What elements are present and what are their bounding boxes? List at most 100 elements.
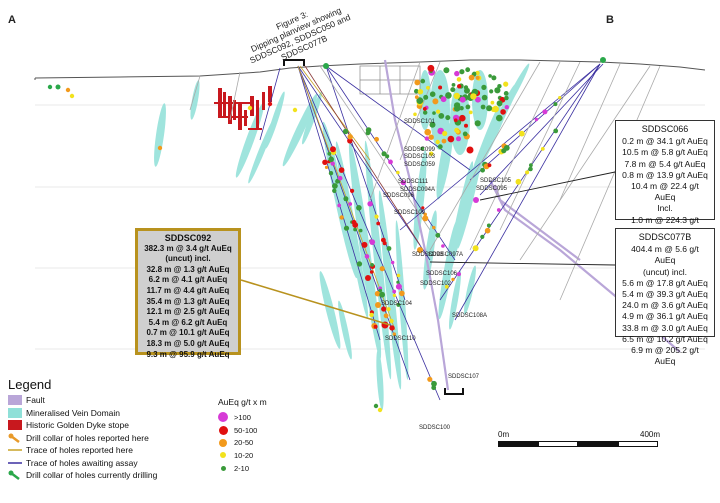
assay-dot <box>424 136 430 141</box>
assay-dot <box>348 202 353 206</box>
assay-dot <box>503 91 509 96</box>
assay-dot <box>328 156 335 163</box>
assay-dot <box>369 312 374 318</box>
drill-trace <box>519 65 651 261</box>
historic-golden-dyke-stope <box>214 86 272 130</box>
assay-dot <box>424 128 432 136</box>
assay-dot <box>389 318 394 324</box>
assay-dot <box>487 163 492 168</box>
scale-segment-2 <box>538 441 578 447</box>
legend: Legend Fault Mineralised Vein Domain Histo… <box>8 377 218 482</box>
assay-dot <box>468 110 473 115</box>
vein-swatch <box>8 407 22 418</box>
trace-reported-swatch <box>8 445 22 455</box>
hole-label: SDDSC109 <box>394 210 426 216</box>
assay-dot <box>337 203 342 208</box>
legend-items: Fault Mineralised Vein Domain Historic Gol… <box>8 394 218 482</box>
assay-dot <box>378 288 383 293</box>
assay-dot <box>379 291 385 298</box>
legend-item-collar-drilling: Drill collar of holes currently drilling <box>8 469 218 482</box>
assay-dot <box>432 225 436 230</box>
hole-label: SDDSC107 <box>448 374 480 380</box>
assay-dot <box>423 94 429 100</box>
legend-item-label: Trace of holes reported here <box>26 445 133 456</box>
callout-sddsc077b-line: 33.8 m @ 3.0 g/t AuEq <box>622 322 708 333</box>
assay-dot <box>459 114 466 122</box>
assay-dot <box>339 215 344 220</box>
aueq-legend-item: 20-50 <box>218 436 308 449</box>
assay-dot <box>379 266 385 272</box>
vein-lens <box>500 63 530 117</box>
callout-sddsc077b-line: 4.9 m @ 36.1 g/t AuEq <box>622 311 708 322</box>
hole-label: SDDSC097A <box>428 252 463 258</box>
assay-dot <box>388 159 393 165</box>
aueq-legend: AuEq g/t x m >100 50-100 20-50 10-20 2-10 <box>218 397 308 474</box>
scale-bar: 0m 400m <box>498 430 660 450</box>
vein-lens <box>376 350 384 410</box>
assay-dot <box>351 219 357 225</box>
assay-dot <box>392 293 397 298</box>
assay-dot <box>342 128 349 135</box>
assay-dot <box>456 77 462 82</box>
assay-dot <box>429 151 434 156</box>
assay-dot <box>504 95 509 101</box>
hole-label: SDDSC101 <box>404 119 436 125</box>
drill-trace <box>469 61 561 251</box>
assay-dot <box>481 84 487 90</box>
aueq-legend-item: 50-100 <box>218 424 308 437</box>
assay-dot <box>453 118 458 123</box>
callout-sddsc066-line: 0.8 m @ 13.9 g/t AuEq <box>622 169 708 180</box>
hole-label: SDDSC106 <box>426 271 458 277</box>
callout-sddsc077b-line: (uncut) incl. <box>643 266 687 277</box>
assay-dot <box>465 67 471 73</box>
assay-dot <box>436 109 441 114</box>
assay-dot <box>540 147 545 151</box>
leader-066 <box>479 171 616 201</box>
assay-dot <box>474 120 481 127</box>
assay-dot <box>399 290 405 297</box>
assay-dot <box>492 105 499 113</box>
assay-dot <box>497 84 502 89</box>
assay-dot <box>431 385 437 391</box>
drill-trace <box>369 61 421 201</box>
assay-dot <box>480 104 486 110</box>
aueq-legend-label: 2-10 <box>234 463 250 473</box>
aueq-dot-icon <box>219 438 227 447</box>
assay-dot <box>437 144 443 150</box>
assay-dot <box>381 151 387 157</box>
leader-092 <box>240 279 391 326</box>
fault-branch <box>493 184 581 261</box>
callout-sddsc092-line: 32.8 m @ 1.3 g/t AuEq <box>146 264 230 274</box>
assay-dot <box>65 87 71 93</box>
assay-dot <box>343 225 350 231</box>
vein-lens <box>395 220 409 380</box>
assay-dot <box>381 306 387 312</box>
callout-sddsc092-lines: 382.3 m @ 3.4 g/t AuEq (uncut) incl. 32.8 … <box>140 244 236 361</box>
assay-dot <box>356 261 363 267</box>
vein-lens <box>419 70 431 130</box>
assay-dot <box>473 197 479 203</box>
drill-trace <box>499 61 581 231</box>
assay-dot <box>464 123 468 128</box>
callout-sddsc092: SDDSC092 382.3 m @ 3.4 g/t AuEq (uncut) i… <box>135 228 241 359</box>
collars-currently-drilling <box>55 57 606 90</box>
assay-dot <box>534 117 539 122</box>
assay-dot <box>440 96 447 103</box>
assay-dot <box>489 89 494 94</box>
callout-sddsc092-line: 0.7 m @ 10.1 g/t AuEq <box>146 328 230 338</box>
vein-lens <box>282 93 318 167</box>
section-label-a: A <box>8 14 16 26</box>
assay-dot <box>441 138 447 144</box>
vein-lens <box>302 91 322 145</box>
assay-dot <box>481 94 488 101</box>
assay-dot <box>347 138 353 144</box>
assay-dot <box>429 121 436 128</box>
assay-dot <box>391 260 395 265</box>
assay-dot <box>432 98 439 105</box>
assay-dot <box>462 131 468 137</box>
assay-dot <box>528 166 533 172</box>
assay-dot <box>157 145 163 151</box>
assay-dot <box>383 313 389 319</box>
callout-sddsc092-line: 18.3 m @ 5.0 g/t AuEq <box>146 338 230 348</box>
